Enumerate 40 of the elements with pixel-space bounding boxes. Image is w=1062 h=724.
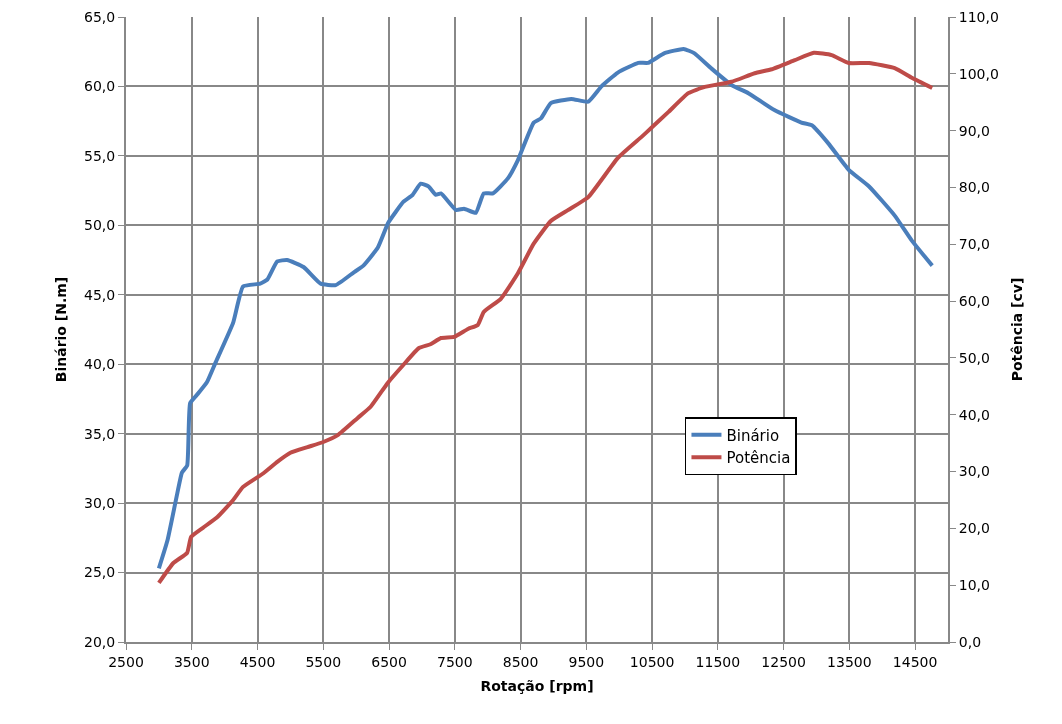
y2-axis-title: Potência [cv] (1008, 277, 1025, 382)
x-tick-label: 14500 (892, 653, 938, 670)
x-tick-label: 4500 (239, 653, 276, 670)
y2-tick-label: 70,0 (958, 236, 990, 253)
y-axis-title: Binário [N.m] (53, 276, 70, 383)
y2-tick-label: 40,0 (958, 406, 990, 423)
y2-tick-label: 20,0 (958, 520, 990, 537)
x-tick-label: 2500 (108, 653, 144, 670)
y-tick-label: 45,0 (84, 286, 116, 303)
y2-tick-label: 10,0 (958, 577, 990, 594)
y-tick-label: 30,0 (84, 495, 116, 512)
y2-tick-label: 100,0 (958, 65, 999, 82)
x-tick-label: 10500 (629, 653, 675, 670)
x-tick-label: 8500 (502, 653, 539, 670)
y2-tick-label: 90,0 (958, 122, 990, 139)
y-tick-label: 25,0 (84, 564, 116, 581)
y2-tick-label: 80,0 (958, 179, 990, 196)
y-tick-label: 50,0 (84, 217, 116, 234)
y2-tick-label: 30,0 (958, 463, 990, 480)
legend-label: Binário (726, 426, 780, 445)
y-tick-label: 55,0 (84, 147, 116, 164)
y2-tick-label: 60,0 (958, 292, 990, 309)
y2-tick-label: 50,0 (958, 349, 990, 366)
y2-tick-label: 0,0 (958, 633, 982, 650)
legend-label: Potência (726, 449, 791, 468)
y-tick-label: 20,0 (84, 633, 116, 650)
y2-tick-label: 110,0 (958, 8, 999, 25)
x-tick-label: 6500 (371, 653, 407, 670)
x-tick-label: 9500 (568, 653, 605, 670)
y-tick-label: 60,0 (84, 78, 116, 95)
x-tick-label: 13500 (827, 653, 872, 670)
x-tick-label: 11500 (695, 653, 741, 670)
x-axis-title: Rotação [rpm] (480, 677, 594, 694)
x-tick-label: 7500 (436, 653, 473, 670)
x-tick-label: 5500 (305, 653, 342, 670)
y-tick-label: 65,0 (84, 8, 116, 25)
x-tick-label: 3500 (173, 653, 210, 670)
x-tick-label: 12500 (761, 653, 806, 670)
y-tick-label: 35,0 (84, 425, 116, 442)
y-tick-label: 40,0 (84, 356, 116, 373)
